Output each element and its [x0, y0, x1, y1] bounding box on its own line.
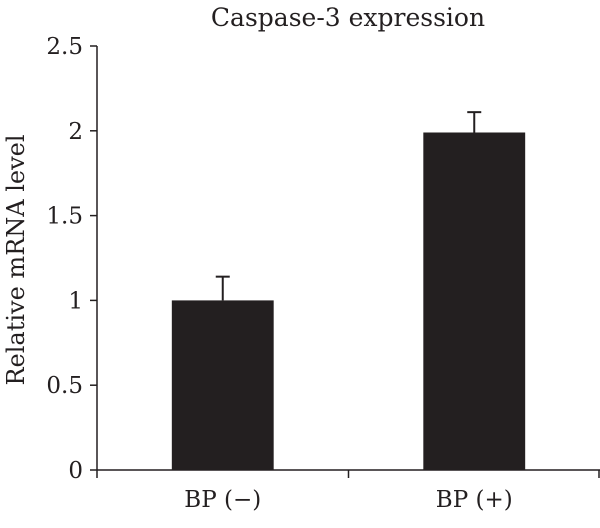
y-tick-label: 0.5: [46, 373, 83, 399]
category-label: BP (+): [436, 487, 513, 513]
category-label: BP (−): [184, 487, 261, 513]
bars: [171, 132, 526, 470]
bar: [423, 132, 526, 470]
y-tick-label: 1.5: [46, 204, 83, 230]
bar: [171, 300, 274, 470]
y-tick-label: 0: [68, 458, 83, 484]
category-labels: BP (−) BP (+): [184, 487, 512, 513]
y-tick-label: 1: [68, 288, 83, 314]
y-tick-label: 2: [68, 119, 83, 145]
x-axis: [96, 469, 600, 478]
chart-title: Caspase-3 expression: [211, 3, 485, 32]
y-axis-label: Relative mRNA level: [2, 134, 30, 385]
y-axis: 0 0.5 1 1.5 2 2.5: [46, 34, 98, 484]
y-tick-label: 2.5: [46, 34, 83, 60]
error-bars: [215, 111, 482, 301]
